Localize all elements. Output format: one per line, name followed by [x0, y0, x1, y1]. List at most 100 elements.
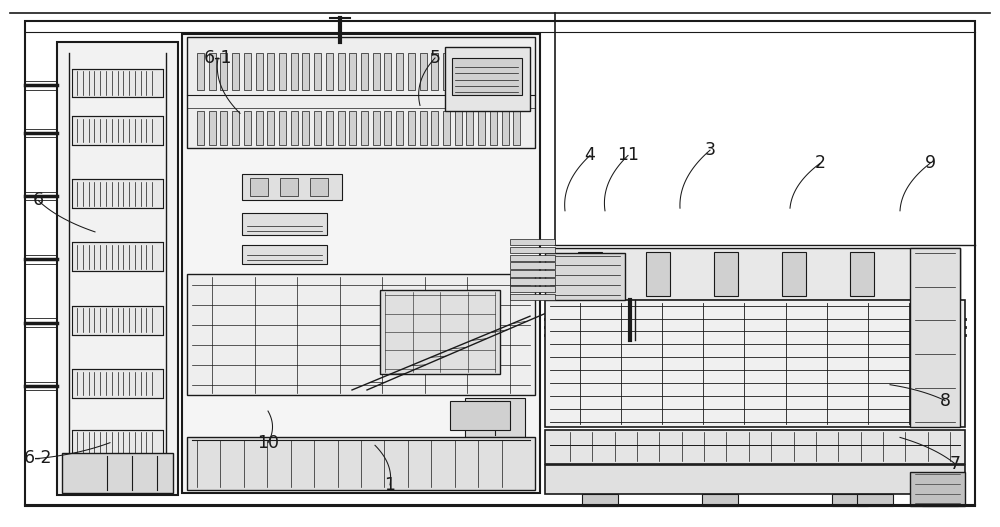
Bar — [242, 245, 327, 264]
Bar — [408, 53, 415, 90]
Bar — [373, 53, 380, 90]
Bar — [502, 53, 509, 90]
Bar — [72, 369, 163, 398]
Bar — [510, 255, 555, 261]
Bar — [465, 398, 525, 437]
Text: 6: 6 — [32, 191, 44, 209]
Bar — [478, 111, 485, 145]
Bar — [478, 53, 485, 90]
Bar — [57, 42, 178, 495]
Bar — [279, 53, 286, 90]
Circle shape — [460, 404, 500, 425]
Bar — [242, 174, 342, 200]
Bar — [232, 111, 239, 145]
Bar — [396, 111, 403, 145]
Bar — [361, 53, 368, 90]
Bar — [338, 53, 345, 90]
Bar — [714, 252, 738, 296]
Bar — [187, 37, 535, 148]
Bar — [244, 111, 251, 145]
Text: 4: 4 — [585, 147, 595, 164]
Bar — [232, 53, 239, 90]
Bar — [220, 111, 227, 145]
Bar — [256, 111, 263, 145]
Bar — [279, 111, 286, 145]
Text: 10: 10 — [257, 434, 279, 452]
Bar — [62, 453, 173, 493]
Text: 8: 8 — [940, 392, 950, 409]
Bar — [302, 111, 309, 145]
Bar — [349, 111, 356, 145]
Bar — [431, 111, 438, 145]
Bar — [244, 53, 251, 90]
Bar — [450, 401, 510, 430]
Text: 6-2: 6-2 — [24, 450, 52, 467]
Bar — [187, 437, 535, 490]
Bar — [490, 111, 497, 145]
Bar — [220, 53, 227, 90]
Bar — [326, 53, 333, 90]
Bar — [420, 53, 427, 90]
Bar — [72, 430, 163, 458]
Text: 6-1: 6-1 — [204, 49, 232, 67]
Bar — [910, 472, 965, 506]
Text: 3: 3 — [704, 141, 716, 159]
Bar — [545, 253, 625, 300]
Bar — [850, 252, 874, 296]
Bar — [857, 494, 893, 506]
Bar — [513, 53, 520, 90]
Text: 5: 5 — [430, 49, 440, 67]
Bar — [396, 53, 403, 90]
Bar — [187, 274, 535, 395]
Bar — [922, 494, 958, 506]
Bar — [373, 111, 380, 145]
Bar — [72, 306, 163, 335]
Bar — [361, 111, 368, 145]
Bar — [782, 252, 806, 296]
Bar — [291, 53, 298, 90]
Bar — [510, 286, 555, 292]
Bar — [182, 34, 540, 493]
Bar — [466, 53, 473, 90]
Bar — [302, 53, 309, 90]
Text: 11: 11 — [617, 147, 639, 164]
Bar — [510, 247, 555, 253]
Bar — [384, 53, 391, 90]
Bar — [443, 53, 450, 90]
Bar — [314, 111, 321, 145]
Bar — [445, 47, 530, 111]
Bar — [314, 53, 321, 90]
Bar — [256, 53, 263, 90]
Bar — [72, 116, 163, 145]
Bar — [502, 111, 509, 145]
Bar — [832, 494, 868, 506]
Bar — [578, 252, 602, 296]
Bar — [267, 53, 274, 90]
Bar — [910, 248, 960, 427]
Bar — [209, 111, 216, 145]
Bar — [455, 111, 462, 145]
Bar — [455, 53, 462, 90]
Bar — [72, 69, 163, 97]
Bar — [545, 465, 965, 494]
Text: 1: 1 — [384, 476, 396, 494]
Bar — [209, 53, 216, 90]
Bar — [646, 252, 670, 296]
Bar — [242, 213, 327, 235]
Bar — [443, 111, 450, 145]
Bar — [510, 294, 555, 300]
Bar — [197, 53, 204, 90]
Bar — [550, 248, 960, 300]
Bar — [545, 430, 965, 464]
Bar — [380, 290, 500, 374]
Bar — [918, 252, 942, 296]
Bar — [72, 242, 163, 271]
Bar — [513, 111, 520, 145]
Bar — [267, 111, 274, 145]
Bar — [431, 53, 438, 90]
Bar — [408, 111, 415, 145]
Bar — [338, 111, 345, 145]
Text: 9: 9 — [924, 154, 936, 172]
Bar — [349, 53, 356, 90]
Bar — [582, 494, 618, 506]
